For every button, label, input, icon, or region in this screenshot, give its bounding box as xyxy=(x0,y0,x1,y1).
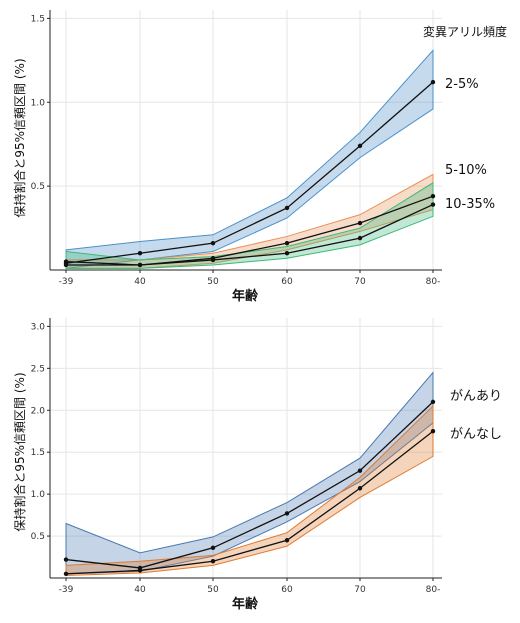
series-line-2 xyxy=(65,203,434,266)
data-point-1-3 xyxy=(284,240,290,246)
data-point-0-5 xyxy=(430,79,436,85)
x-tick-label: -39 xyxy=(59,277,74,287)
data-point-0-0 xyxy=(63,557,69,562)
data-point-1-5 xyxy=(430,193,436,199)
data-point-0-2 xyxy=(210,240,216,246)
data-point-0-3 xyxy=(284,511,290,516)
x-tick-label: 50 xyxy=(207,585,219,595)
series-line-1 xyxy=(65,430,434,575)
data-point-2-0 xyxy=(63,259,69,264)
y-tick-labels: 0.5 1.0 1.5 xyxy=(31,14,46,192)
y-axis-title: 保持割合と95%信頼区間 (%) xyxy=(12,58,27,217)
data-point-1-0 xyxy=(63,262,69,268)
data-point-1-3 xyxy=(284,538,290,543)
x-tick-label: 60 xyxy=(281,585,293,595)
data-point-2-4 xyxy=(357,235,363,241)
data-point-0-4 xyxy=(357,468,363,473)
y-tick-label: 2.0 xyxy=(31,406,46,416)
x-axis-title: 年齢 xyxy=(232,288,259,304)
data-point-0-1 xyxy=(137,251,143,256)
y-tick-label: 1.5 xyxy=(31,14,45,24)
x-tick-label: -39 xyxy=(59,585,74,595)
y-tick-label: 0.5 xyxy=(31,182,45,192)
data-point-1-0 xyxy=(63,571,69,577)
series-label-no-cancer: がんなし xyxy=(450,427,502,442)
series-label-10-35: 10-35% xyxy=(445,197,495,212)
y-tick-label: 2.5 xyxy=(31,364,45,374)
series-points xyxy=(63,79,436,268)
data-point-0-5 xyxy=(430,399,436,405)
axes xyxy=(47,10,442,273)
x-tick-label: 40 xyxy=(134,585,146,595)
data-point-1-4 xyxy=(357,486,363,491)
y-tick-labels: 0.5 1.0 1.5 2.0 2.5 3.0 xyxy=(31,322,46,542)
x-tick-label: 50 xyxy=(207,277,219,287)
series-line-0 xyxy=(65,81,434,264)
x-tick-label: 40 xyxy=(134,277,146,287)
data-point-1-4 xyxy=(357,220,363,226)
x-tick-label: 70 xyxy=(354,277,366,287)
y-tick-label: 0.5 xyxy=(31,532,45,542)
y-tick-label: 3.0 xyxy=(31,322,46,332)
legend-title: 変異アリル頻度 xyxy=(423,24,507,39)
y-tick-label: 1.0 xyxy=(31,490,46,500)
series-line-0 xyxy=(65,401,434,569)
series-label-5-10: 5-10% xyxy=(445,163,487,178)
data-point-0-2 xyxy=(210,545,216,551)
data-point-1-1 xyxy=(137,568,143,573)
y-tick-label: 1.0 xyxy=(31,98,46,108)
axes xyxy=(47,318,442,581)
series-lines xyxy=(65,81,434,266)
data-point-2-2 xyxy=(210,257,216,263)
confidence-bands xyxy=(65,48,434,269)
x-tick-labels: -39 40 50 60 70 80- xyxy=(59,277,441,287)
chart-top: -39 40 50 60 70 80- 0.5 1.0 1.5 年齢 保持割合と95%信頼区間… xyxy=(12,10,507,304)
x-tick-label: 70 xyxy=(354,585,366,595)
chart-bottom: -39 40 50 60 70 80- 0.5 1.0 1.5 2.0 2.5 3.0 年齢 保持割… xyxy=(12,318,502,612)
series-lines xyxy=(65,401,434,575)
x-tick-label: 60 xyxy=(281,277,293,287)
x-tick-label: 80- xyxy=(426,585,441,595)
x-tick-labels: -39 40 50 60 70 80- xyxy=(59,585,441,595)
y-axis-title: 保持割合と95%信頼区間 (%) xyxy=(12,372,27,531)
series-points xyxy=(63,399,436,577)
data-point-1-5 xyxy=(430,429,436,434)
data-point-0-4 xyxy=(357,143,363,149)
data-point-2-1 xyxy=(137,262,143,268)
data-point-2-5 xyxy=(430,202,436,207)
grid xyxy=(50,318,442,578)
series-label-2-5: 2-5% xyxy=(445,77,479,92)
data-point-2-3 xyxy=(284,251,290,256)
x-axis-title: 年齢 xyxy=(232,596,259,612)
x-tick-label: 80- xyxy=(426,277,441,287)
y-tick-label: 1.5 xyxy=(31,448,45,458)
ci-band-1 xyxy=(65,404,434,577)
data-point-1-2 xyxy=(210,559,216,564)
series-label-cancer: がんあり xyxy=(450,389,502,404)
data-point-0-3 xyxy=(284,205,290,211)
